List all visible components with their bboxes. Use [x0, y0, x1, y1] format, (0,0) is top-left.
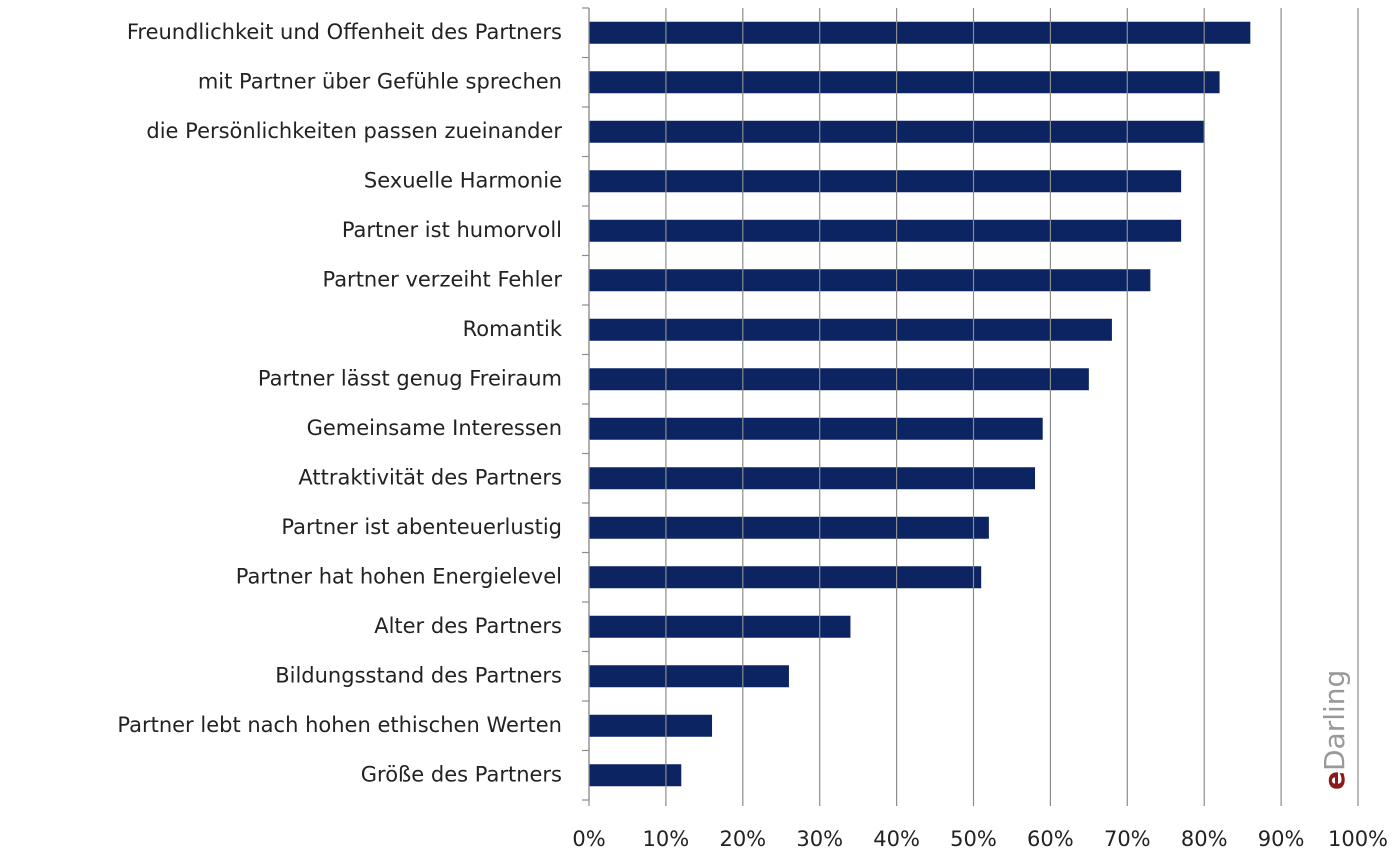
x-tick-label: 70%: [1104, 827, 1151, 851]
y-tick-label: Attraktivität des Partners: [298, 465, 562, 489]
y-tick-label: mit Partner über Gefühle sprechen: [198, 69, 562, 93]
y-tick-label: Bildungsstand des Partners: [275, 663, 562, 687]
y-tick-label: Freundlichkeit und Offenheit des Partner…: [127, 20, 562, 44]
logo: eDarling: [1318, 670, 1351, 790]
logo-rest: Darling: [1318, 670, 1351, 771]
y-tick-label: Alter des Partners: [374, 614, 562, 638]
x-tick-label: 80%: [1181, 827, 1228, 851]
bar: [589, 566, 982, 589]
bar: [589, 219, 1182, 242]
bar: [589, 21, 1251, 44]
bar: [589, 368, 1089, 391]
bar: [589, 417, 1043, 440]
y-tick-label: Größe des Partners: [361, 762, 562, 786]
y-tick-label: die Persönlichkeiten passen zueinander: [146, 119, 562, 143]
y-tick-label: Partner ist abenteuerlustig: [281, 515, 562, 539]
bar: [589, 615, 851, 638]
x-tick-label: 10%: [643, 827, 690, 851]
logo-e: e: [1318, 771, 1351, 790]
y-tick-label: Gemeinsame Interessen: [307, 416, 562, 440]
y-tick-label: Romantik: [463, 317, 563, 341]
y-tick-label: Partner lebt nach hohen ethischen Werten: [117, 713, 562, 737]
x-tick-label: 90%: [1258, 827, 1305, 851]
y-tick-label: Partner verzeiht Fehler: [322, 267, 562, 291]
x-tick-label: 30%: [796, 827, 843, 851]
y-tick-label: Partner hat hohen Energielevel: [236, 564, 562, 588]
bar: [589, 71, 1220, 94]
bar: [589, 665, 789, 688]
bar: [589, 170, 1182, 193]
bar: [589, 467, 1036, 490]
bar: [589, 516, 989, 539]
x-tick-label: 20%: [719, 827, 766, 851]
y-tick-label: Partner lässt genug Freiraum: [258, 366, 562, 390]
x-tick-label: 100%: [1328, 827, 1388, 851]
x-tick-label: 60%: [1027, 827, 1074, 851]
bar: [589, 269, 1151, 292]
bar: [589, 318, 1112, 341]
x-tick-label: 0%: [572, 827, 605, 851]
bar: [589, 714, 713, 737]
y-tick-label: Partner ist humorvoll: [342, 218, 562, 242]
x-tick-label: 40%: [873, 827, 920, 851]
bar: [589, 764, 682, 787]
y-tick-label: Sexuelle Harmonie: [364, 168, 562, 192]
x-tick-label: 50%: [950, 827, 997, 851]
